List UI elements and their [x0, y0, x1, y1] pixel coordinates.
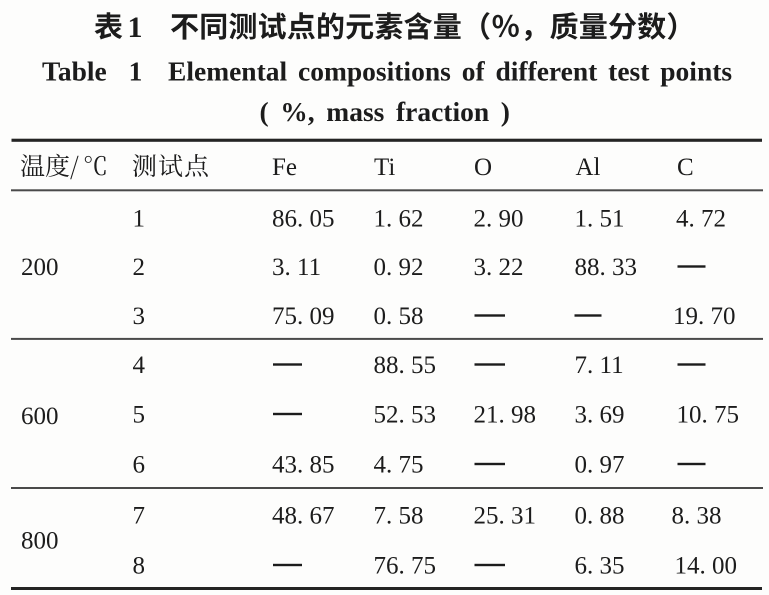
svg-text:600: 600: [21, 403, 59, 430]
svg-text:86. 05: 86. 05: [272, 206, 335, 233]
svg-text:4. 75: 4. 75: [374, 452, 424, 479]
svg-text:1: 1: [133, 206, 146, 233]
svg-text:76. 75: 76. 75: [374, 553, 437, 580]
svg-text:2: 2: [133, 254, 146, 281]
svg-text:3. 22: 3. 22: [474, 254, 524, 281]
svg-text:Elemental compositions of diff: Elemental compositions of different test…: [168, 56, 732, 87]
svg-text:O: O: [474, 154, 492, 181]
svg-text:6. 35: 6. 35: [575, 553, 625, 580]
svg-text:8. 38: 8. 38: [672, 503, 722, 530]
svg-text:1. 51: 1. 51: [575, 206, 625, 233]
svg-text:C: C: [677, 154, 694, 181]
svg-text:Al: Al: [576, 154, 601, 181]
svg-text:0. 58: 0. 58: [374, 303, 424, 330]
svg-text:10. 75: 10. 75: [677, 402, 740, 429]
svg-text:14. 00: 14. 00: [675, 553, 738, 580]
svg-text:7. 11: 7. 11: [575, 352, 624, 379]
svg-text:8: 8: [133, 553, 146, 580]
svg-text:0. 97: 0. 97: [575, 452, 625, 479]
svg-text:3: 3: [133, 303, 146, 330]
svg-text:75. 09: 75. 09: [272, 303, 335, 330]
svg-text:0. 88: 0. 88: [575, 503, 625, 530]
svg-text:Ti: Ti: [374, 154, 395, 181]
svg-text:3. 69: 3. 69: [575, 402, 625, 429]
svg-text:4. 72: 4. 72: [676, 206, 726, 233]
svg-text:800: 800: [21, 528, 59, 555]
svg-text:52. 53: 52. 53: [374, 402, 437, 429]
svg-text:21. 98: 21. 98: [474, 402, 537, 429]
svg-text:2. 90: 2. 90: [474, 206, 524, 233]
svg-text:19. 70: 19. 70: [673, 303, 736, 330]
svg-text:6: 6: [133, 452, 146, 479]
svg-text:5: 5: [133, 402, 146, 429]
svg-text:Table 1: Table 1: [42, 56, 142, 87]
svg-text:( %, mass fraction ): ( %, mass fraction ): [260, 96, 510, 127]
svg-text:200: 200: [21, 254, 59, 281]
svg-text:88. 33: 88. 33: [575, 254, 638, 281]
svg-text:0. 92: 0. 92: [374, 254, 424, 281]
svg-text:25. 31: 25. 31: [474, 503, 537, 530]
svg-text:43. 85: 43. 85: [272, 452, 335, 479]
svg-text:Fe: Fe: [272, 154, 297, 181]
svg-text:48. 67: 48. 67: [272, 503, 335, 530]
svg-text:7: 7: [133, 503, 146, 530]
svg-text:1. 62: 1. 62: [374, 206, 424, 233]
svg-text:4: 4: [133, 352, 146, 379]
svg-text:3. 11: 3. 11: [272, 254, 321, 281]
svg-text:88. 55: 88. 55: [374, 352, 437, 379]
svg-text:1: 1: [128, 11, 143, 44]
svg-text:7. 58: 7. 58: [374, 503, 424, 530]
